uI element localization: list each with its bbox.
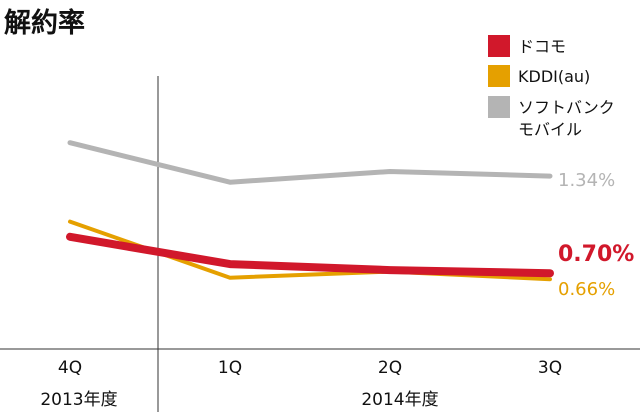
x-tick-label: 4Q — [58, 358, 82, 378]
series-layer — [66, 140, 554, 282]
series-line-0 — [66, 232, 554, 278]
legend-label-0: ドコモ — [518, 37, 566, 56]
x-tick-label: 2Q — [378, 358, 402, 378]
end-label-0: 0.70% — [558, 242, 634, 267]
legend-swatch-2 — [488, 96, 510, 118]
legend-label-1: KDDI(au) — [518, 67, 590, 86]
chart-title: 解約率 — [4, 7, 85, 39]
period-labels: 2013年度 2014年度 — [40, 390, 438, 410]
end-label-1: 0.66% — [558, 279, 615, 300]
legend-swatch-1 — [488, 65, 510, 87]
legend-label-2: ソフトバンクモバイル — [518, 98, 615, 139]
x-tick-label: 1Q — [218, 358, 242, 378]
period-label: 2013年度 — [40, 390, 117, 410]
x-tick-label: 3Q — [538, 358, 562, 378]
end-label-2: 1.34% — [558, 170, 615, 191]
x-ticks: 4Q 1Q 2Q 3Q — [58, 358, 562, 378]
series-line-2 — [67, 140, 553, 185]
legend: ドコモ KDDI(au) ソフトバンクモバイル — [488, 35, 615, 139]
legend-swatch-0 — [488, 35, 510, 57]
end-labels: 0.70% 0.66% 1.34% — [558, 170, 634, 300]
period-label: 2014年度 — [361, 390, 438, 410]
